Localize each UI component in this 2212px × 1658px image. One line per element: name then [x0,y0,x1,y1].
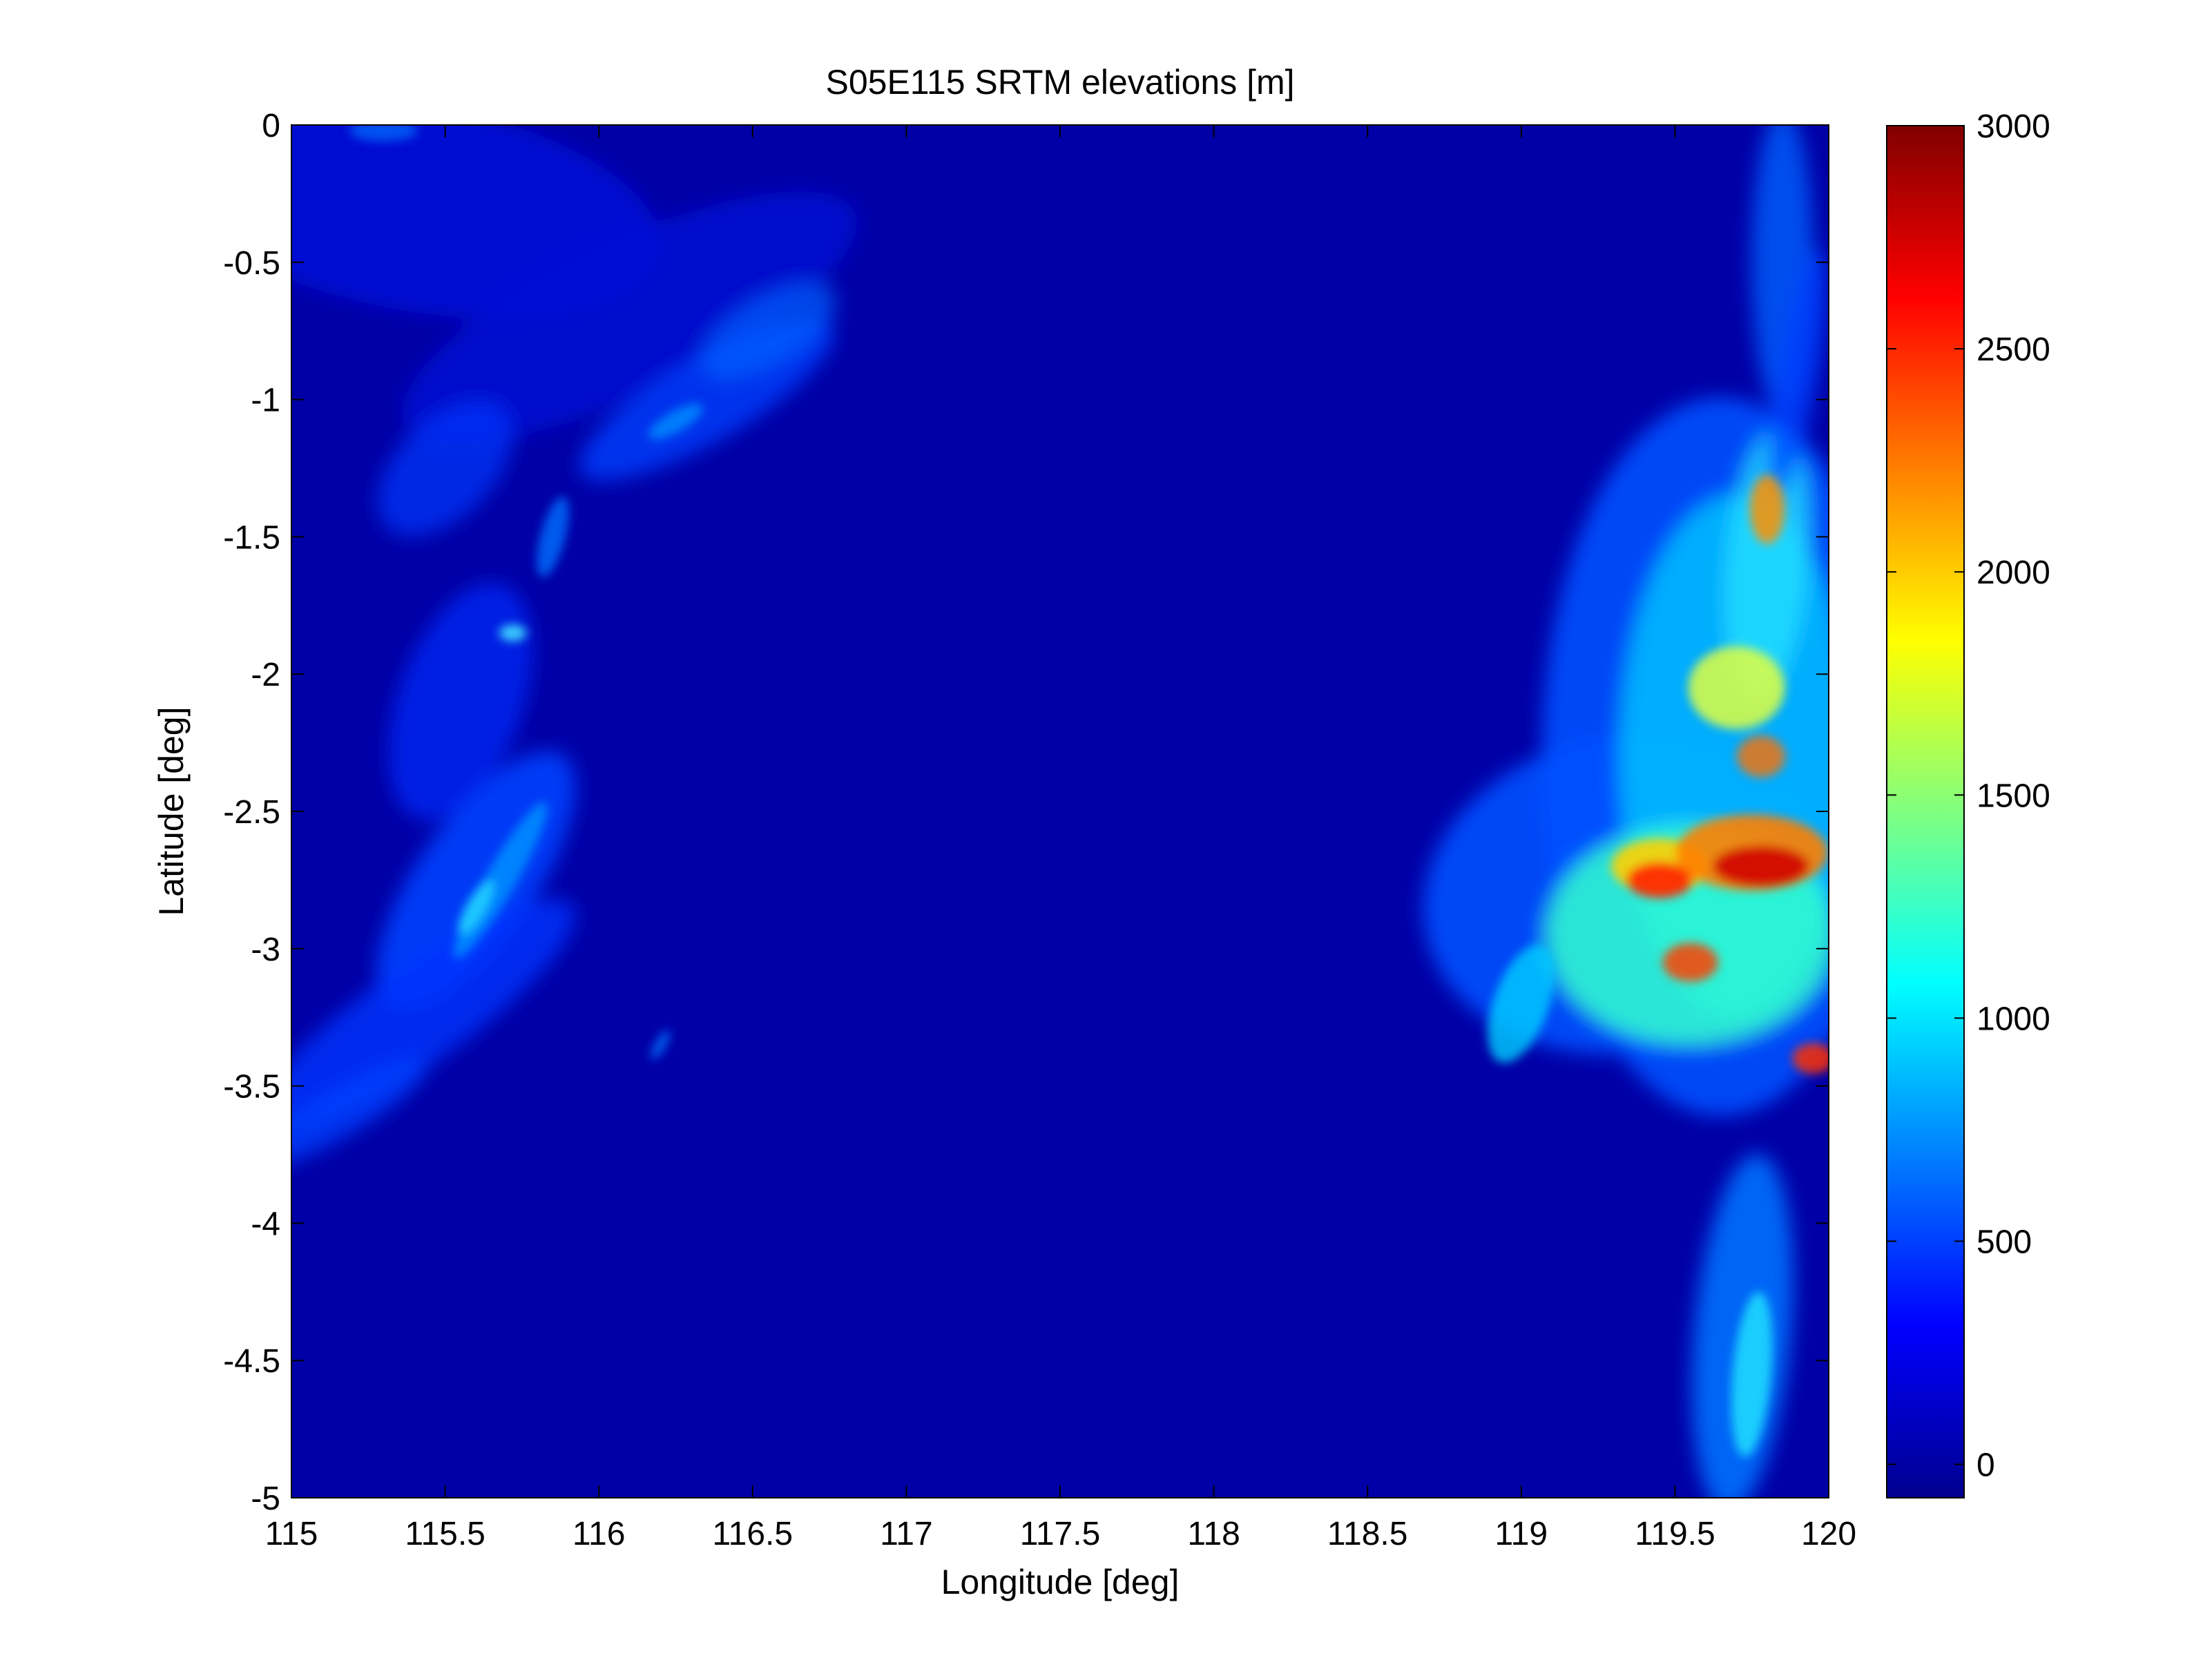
terrain-patch [1713,845,1810,887]
colorbar-tick-label: 3000 [1977,108,2050,145]
y-tick-label: -4 [251,1206,280,1242]
terrain-patch [291,899,575,1135]
terrain-patch [537,497,569,577]
y-axis-label: Latitude [deg] [152,706,191,916]
terrain-patch [377,400,513,537]
terrain-patch [648,403,704,440]
terrain-patch [1749,474,1785,544]
heatmap-plot [291,124,1829,1498]
terrain-patch [1792,1043,1829,1074]
y-tick-label: -2 [251,657,280,693]
colorbar-tick-label: 2000 [1977,555,2050,591]
x-tick-label: 118 [1187,1516,1240,1552]
x-axis: 115 115.5 116 116.5 117 117.5 118 118.5 119 119.5… [265,125,1856,1552]
terrain-patch [1768,249,1828,495]
colorbar-tick-label: 0 [1977,1447,1995,1484]
terrain-patch [1731,1291,1773,1457]
terrain-patch [700,282,836,380]
terrain-soft [291,125,1829,1498]
terrain-detail [349,125,1829,1457]
y-tick-label: -3.5 [223,1069,280,1106]
terrain-patch [1626,862,1693,898]
x-tick-label: 116 [573,1516,626,1552]
y-tick-label: -5 [251,1481,280,1517]
y-tick-label: -4.5 [223,1343,280,1380]
terrain-patch [458,880,494,935]
colorbar-tick-label: 1000 [1977,1001,2050,1037]
terrain-patch [1737,735,1786,778]
terrain-patch [349,125,419,142]
y-axis: 0 -0.5 -1 -1.5 -2 -2.5 -3 -3.5 -4 -4.5 -5 [223,108,1829,1517]
colorbar: 0 500 1000 1500 2000 2500 3000 [1886,108,2050,1498]
terrain-patch [499,624,527,642]
y-tick-label: -1.5 [223,519,280,556]
y-tick-label: -2.5 [223,794,280,831]
terrain-layer [291,125,1829,1498]
x-tick-label: 119.5 [1635,1516,1715,1552]
terrain-patch [291,1057,428,1170]
terrain-patch [376,751,576,1010]
colorbar-tick-label: 500 [1977,1224,2032,1260]
x-tick-label: 117.5 [1020,1516,1101,1552]
x-tick-label: 119 [1495,1516,1548,1552]
colorbar-gradient [1886,125,1965,1498]
colorbar-tick-label: 2500 [1977,331,2050,368]
y-tick-label: -3 [251,932,280,968]
x-tick-label: 115 [265,1516,318,1552]
x-tick-label: 117 [880,1516,933,1552]
terrain-patch [402,191,858,443]
colorbar-tick-label: 1500 [1977,778,2050,814]
terrain-patch [1662,943,1718,982]
x-tick-label: 118.5 [1327,1516,1408,1552]
x-tick-label: 115.5 [405,1516,485,1552]
terrain-patch [388,583,533,820]
chart-title: S05E115 SRTM elevations [m] [825,63,1294,102]
y-tick-label: 0 [262,108,280,144]
colorbar-ticks: 0 500 1000 1500 2000 2500 3000 [1887,108,2050,1484]
terrain-patch [651,1030,671,1060]
terrain-patch [1488,944,1555,1063]
terrain-patch [1688,646,1785,730]
y-tick-label: -0.5 [223,245,280,282]
x-tick-label: 116.5 [713,1516,794,1552]
x-tick-label: 120 [1801,1516,1856,1552]
x-axis-label: Longitude [deg] [941,1563,1180,1601]
y-tick-label: -1 [251,383,280,419]
terrain-patch [1724,426,1811,702]
